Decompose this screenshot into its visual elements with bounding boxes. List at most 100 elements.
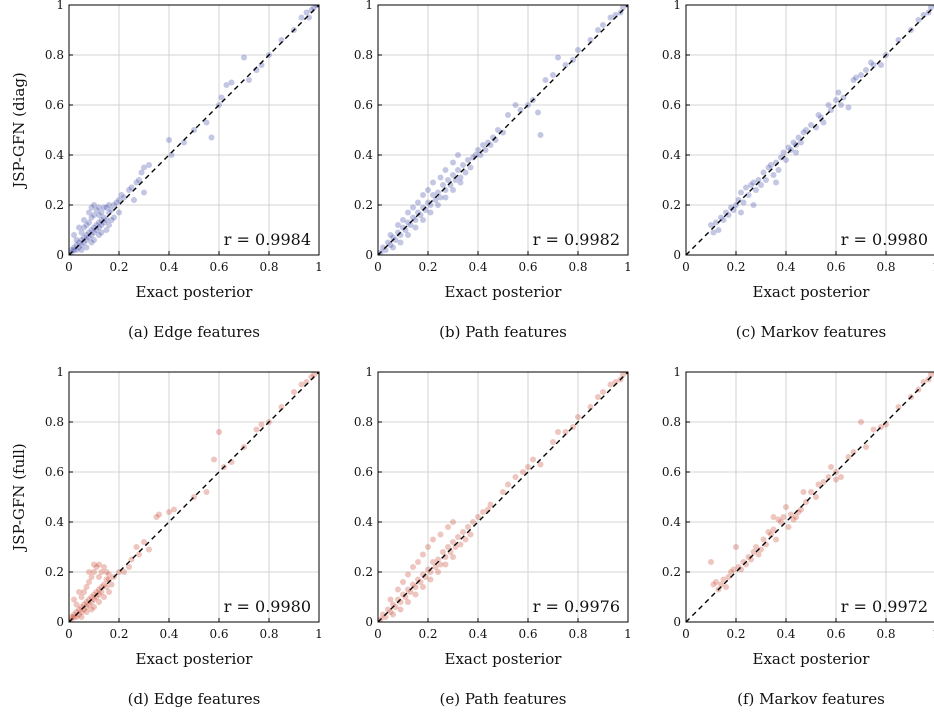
scatter-point bbox=[400, 579, 406, 585]
scatter-point bbox=[397, 239, 404, 246]
scatter-point bbox=[467, 164, 474, 171]
scatter-point bbox=[435, 569, 441, 575]
scatter-point bbox=[525, 464, 531, 470]
scatter-point bbox=[435, 556, 441, 563]
scatter-point bbox=[550, 439, 556, 445]
scatter-point bbox=[440, 549, 446, 555]
scatter-point bbox=[397, 606, 404, 613]
y-tick-label: 0 bbox=[673, 248, 681, 262]
correlation-label: r = 0.9972 bbox=[841, 597, 928, 616]
scatter-point bbox=[425, 544, 431, 550]
scatter-point bbox=[808, 122, 814, 128]
scatter-point bbox=[96, 599, 102, 605]
scatter-point bbox=[73, 247, 80, 253]
y-tick-label: 0.6 bbox=[354, 98, 373, 112]
x-tick-label: 0.2 bbox=[109, 627, 128, 641]
scatter-point bbox=[103, 569, 110, 575]
scatter-point bbox=[845, 454, 852, 460]
scatter-point bbox=[83, 584, 90, 590]
scatter-point bbox=[480, 142, 486, 148]
x-tick-label: 0.8 bbox=[568, 627, 587, 641]
scatter-point bbox=[168, 152, 175, 158]
scatter-point bbox=[465, 524, 471, 530]
scatter-point bbox=[457, 541, 464, 548]
scatter-point bbox=[863, 67, 869, 73]
scatter-point bbox=[78, 594, 85, 600]
identity-line bbox=[378, 372, 628, 622]
scatter-point bbox=[88, 574, 95, 580]
scatter-point bbox=[505, 481, 511, 488]
scatter-point bbox=[765, 529, 772, 535]
x-axis-label: Exact posterior bbox=[136, 283, 254, 301]
scatter-point bbox=[432, 564, 439, 570]
scatter-point bbox=[78, 609, 85, 615]
scatter-point bbox=[455, 167, 461, 173]
x-tick-label: 0 bbox=[682, 627, 690, 641]
scatter-point bbox=[708, 559, 714, 565]
scatter-point bbox=[258, 421, 265, 428]
scatter-point bbox=[760, 169, 767, 176]
scatter-point bbox=[88, 214, 95, 221]
y-tick-label: 0.4 bbox=[45, 515, 64, 529]
scatter-point bbox=[71, 232, 77, 238]
scatter-point bbox=[141, 539, 147, 545]
scatter-point bbox=[487, 501, 494, 508]
scatter-point bbox=[733, 544, 739, 550]
x-tick-label: 0.6 bbox=[518, 627, 537, 641]
scatter-point bbox=[835, 89, 842, 96]
x-tick-label: 0.2 bbox=[418, 260, 437, 274]
scatter-point bbox=[103, 227, 110, 233]
scatter-point bbox=[600, 389, 606, 395]
scatter-point bbox=[713, 579, 719, 585]
scatter-point bbox=[133, 544, 140, 550]
scatter-point bbox=[462, 169, 469, 176]
x-tick-label: 0.8 bbox=[568, 260, 587, 274]
scatter-point bbox=[450, 519, 456, 525]
scatter-point bbox=[738, 209, 744, 216]
scatter-point bbox=[390, 244, 396, 251]
scatter-point bbox=[770, 172, 777, 178]
scatter-point bbox=[111, 214, 117, 221]
scatter-point bbox=[457, 179, 464, 186]
scatter-panel-6: 00 0.2 0.2 0.4 0.4 0.6 0.6 0.8 0.8 1 1 r = 0.9972 Ex… bbox=[662, 365, 934, 708]
scatter-point bbox=[98, 222, 105, 228]
scatter-point bbox=[785, 524, 792, 530]
scatter-point bbox=[607, 14, 614, 21]
scatter-point bbox=[420, 584, 426, 590]
y-tick-label: 1 bbox=[56, 0, 64, 12]
scatter-panel-3: 00 0.2 0.2 0.4 0.4 0.6 0.6 0.8 0.8 1 1 r = 0.9980 Ex… bbox=[662, 0, 934, 341]
scatter-point bbox=[405, 586, 411, 593]
scatter-point bbox=[738, 189, 744, 196]
x-tick-label: 1 bbox=[315, 627, 323, 641]
scatter-point bbox=[101, 581, 107, 588]
scatter-point bbox=[91, 569, 97, 575]
scatter-point bbox=[380, 611, 386, 618]
scatter-point bbox=[216, 429, 222, 435]
scatter-point bbox=[435, 189, 441, 196]
scatter-point bbox=[495, 127, 501, 133]
scatter-point bbox=[410, 564, 416, 570]
scatter-point bbox=[111, 202, 117, 208]
scatter-point bbox=[126, 187, 132, 193]
y-tick-label: 0.8 bbox=[354, 415, 373, 429]
scatter-point bbox=[91, 237, 97, 243]
scatter-point bbox=[91, 596, 97, 603]
y-tick-label: 0.8 bbox=[45, 48, 64, 62]
scatter-point bbox=[91, 202, 97, 208]
scatter-point bbox=[420, 192, 426, 198]
x-tick-label: 0.6 bbox=[209, 627, 228, 641]
scatter-point bbox=[382, 247, 389, 253]
scatter-point bbox=[141, 164, 147, 171]
panel-caption: (e) Path features bbox=[440, 690, 567, 708]
scatter-point bbox=[475, 147, 481, 153]
scatter-point bbox=[718, 214, 724, 221]
y-tick-label: 1 bbox=[56, 365, 64, 379]
scatter-point bbox=[750, 549, 757, 555]
scatter-point bbox=[128, 184, 135, 191]
scatter-point bbox=[450, 539, 456, 545]
scatter-point bbox=[405, 209, 411, 216]
scatter-point bbox=[253, 426, 260, 433]
scatter-point bbox=[825, 474, 832, 480]
scatter-point bbox=[770, 526, 777, 533]
